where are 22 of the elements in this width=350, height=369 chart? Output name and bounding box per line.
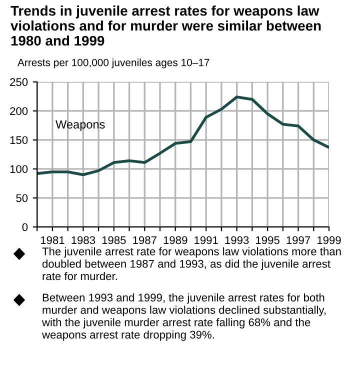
x-tick-label: 1987 xyxy=(133,236,156,244)
x-tick-label: 1989 xyxy=(164,236,188,244)
y-tick-label: 150 xyxy=(10,136,28,144)
y-axis-title: Arrests per 100,000 juveniles ages 10–17 xyxy=(18,58,210,68)
x-tick-label: 1999 xyxy=(317,236,341,244)
y-tick-label: 50 xyxy=(16,194,28,202)
x-tick-label: 1993 xyxy=(225,236,249,244)
y-tick-label: 200 xyxy=(10,107,28,116)
y-tick-label: 100 xyxy=(10,165,28,174)
x-tick-label: 1997 xyxy=(286,236,310,244)
line-series xyxy=(37,96,329,176)
chart-title: Trends in juvenile arrest rates for weapons law violations and for murder were similar between 1980 and 1999 xyxy=(10,6,321,46)
x-tick-label: 1991 xyxy=(194,236,218,244)
x-tick-label: 1983 xyxy=(72,236,96,244)
text: Weapons xyxy=(56,120,105,131)
x-tick-label: 1995 xyxy=(256,236,280,244)
text: Between 1993 and 1999, the juvenile arrest rates for both murder and weapons law violations declined substantially, with the juvenile murder arrest rate falling 68% and the weapons arrest rate dropping 39%. xyxy=(42,293,326,341)
x-tick-label: 1981 xyxy=(40,236,64,244)
y-tick-label: 0 xyxy=(22,223,28,232)
y-tick-label: 250 xyxy=(10,78,28,86)
x-tick-label: 1985 xyxy=(102,236,126,244)
text: The juvenile arrest rate for weapons law violations more than doubled between 1987 and 1993, as did the juvenile arrest rate for murder. xyxy=(42,247,341,280)
